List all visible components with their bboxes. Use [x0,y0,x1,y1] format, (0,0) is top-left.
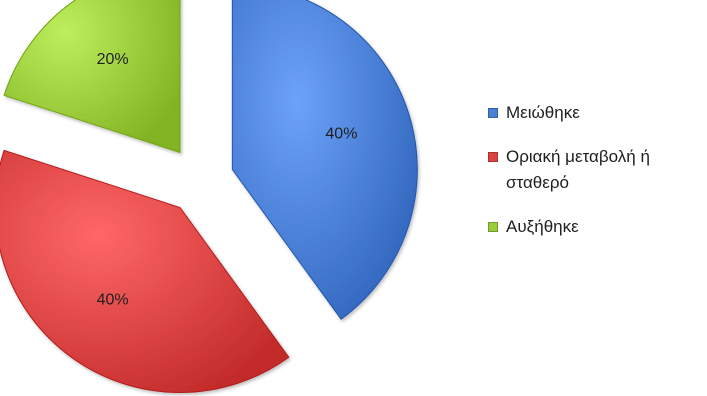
chart-legend: Μειώθηκε Οριακή μεταβολή ή σταθερό Αυξήθ… [488,100,703,240]
pie-value-labels: 40% 40% 20% [97,51,358,309]
pie-slices [0,0,418,393]
legend-item-decreased: Μειώθηκε [488,100,703,126]
legend-label-stable: Οριακή μεταβολή ή σταθερό [506,147,650,192]
legend-swatch-decreased [488,108,498,118]
pie-value-label-stable: 40% [97,292,129,309]
legend-item-stable: Οριακή μεταβολή ή σταθερό [488,144,703,196]
pie-value-label-decreased: 40% [325,125,357,142]
legend-item-increased: Αυξήθηκε [488,214,703,240]
pie-slice-increased [3,0,181,154]
legend-label-decreased: Μειώθηκε [506,103,580,122]
pie-value-label-increased: 20% [97,51,129,68]
pie-slice-decreased [231,0,418,320]
legend-swatch-increased [488,222,498,232]
legend-swatch-stable [488,152,498,162]
legend-label-increased: Αυξήθηκε [506,217,579,236]
pie-slice-stable [0,149,290,393]
